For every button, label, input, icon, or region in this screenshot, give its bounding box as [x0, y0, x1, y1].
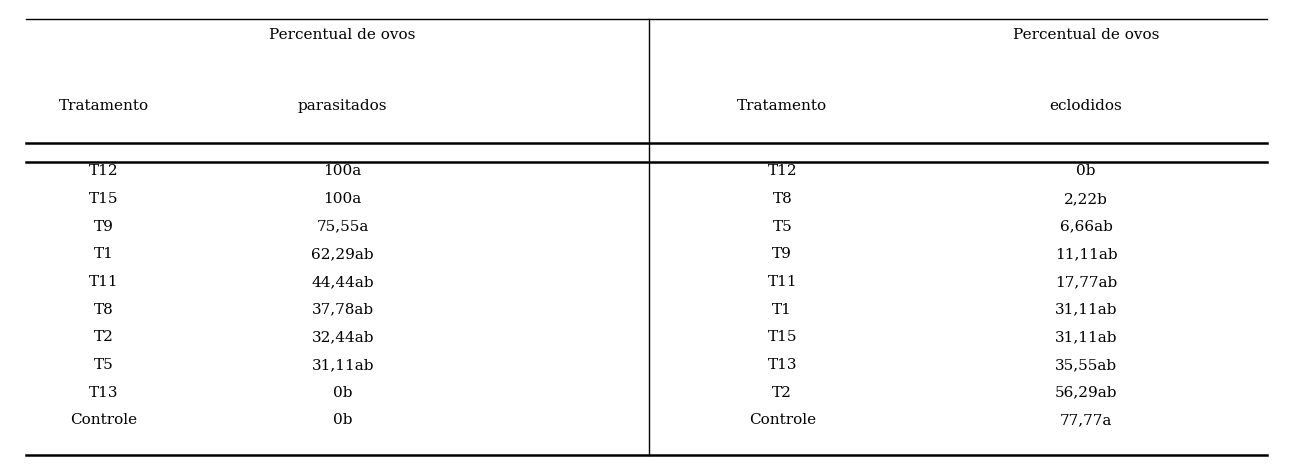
Text: T1: T1	[93, 247, 114, 261]
Text: T5: T5	[93, 358, 114, 372]
Text: T9: T9	[93, 219, 114, 234]
Text: 35,55ab: 35,55ab	[1055, 358, 1117, 372]
Text: T15: T15	[768, 330, 796, 344]
Text: Percentual de ovos: Percentual de ovos	[269, 28, 416, 42]
Text: T12: T12	[89, 164, 118, 178]
Text: T8: T8	[93, 303, 114, 317]
Text: 37,78ab: 37,78ab	[312, 303, 374, 317]
Text: 17,77ab: 17,77ab	[1055, 275, 1117, 289]
Text: 100a: 100a	[323, 164, 362, 178]
Text: 31,11ab: 31,11ab	[1055, 330, 1117, 344]
Text: 62,29ab: 62,29ab	[312, 247, 374, 261]
Text: 75,55a: 75,55a	[317, 219, 369, 234]
Text: Tratamento: Tratamento	[737, 98, 828, 113]
Text: 100a: 100a	[323, 192, 362, 206]
Text: T1: T1	[772, 303, 793, 317]
Text: T11: T11	[768, 275, 796, 289]
Text: T11: T11	[89, 275, 118, 289]
Text: 0b: 0b	[332, 386, 353, 400]
Text: eclodidos: eclodidos	[1050, 98, 1122, 113]
Text: T15: T15	[89, 192, 118, 206]
Text: 0b: 0b	[332, 413, 353, 427]
Text: 0b: 0b	[1076, 164, 1096, 178]
Text: T13: T13	[89, 386, 118, 400]
Text: parasitados: parasitados	[297, 98, 388, 113]
Text: 56,29ab: 56,29ab	[1055, 386, 1117, 400]
Text: 2,22b: 2,22b	[1064, 192, 1108, 206]
Text: T13: T13	[768, 358, 796, 372]
Text: Tratamento: Tratamento	[58, 98, 149, 113]
Text: 11,11ab: 11,11ab	[1055, 247, 1117, 261]
Text: T12: T12	[768, 164, 796, 178]
Text: Controle: Controle	[749, 413, 816, 427]
Text: T2: T2	[93, 330, 114, 344]
Text: T8: T8	[772, 192, 793, 206]
Text: T9: T9	[772, 247, 793, 261]
Text: T2: T2	[772, 386, 793, 400]
Text: Controle: Controle	[70, 413, 137, 427]
Text: 6,66ab: 6,66ab	[1060, 219, 1112, 234]
Text: 31,11ab: 31,11ab	[1055, 303, 1117, 317]
Text: 31,11ab: 31,11ab	[312, 358, 374, 372]
Text: 32,44ab: 32,44ab	[312, 330, 374, 344]
Text: Percentual de ovos: Percentual de ovos	[1012, 28, 1160, 42]
Text: T5: T5	[772, 219, 793, 234]
Text: 44,44ab: 44,44ab	[312, 275, 374, 289]
Text: 77,77a: 77,77a	[1060, 413, 1112, 427]
